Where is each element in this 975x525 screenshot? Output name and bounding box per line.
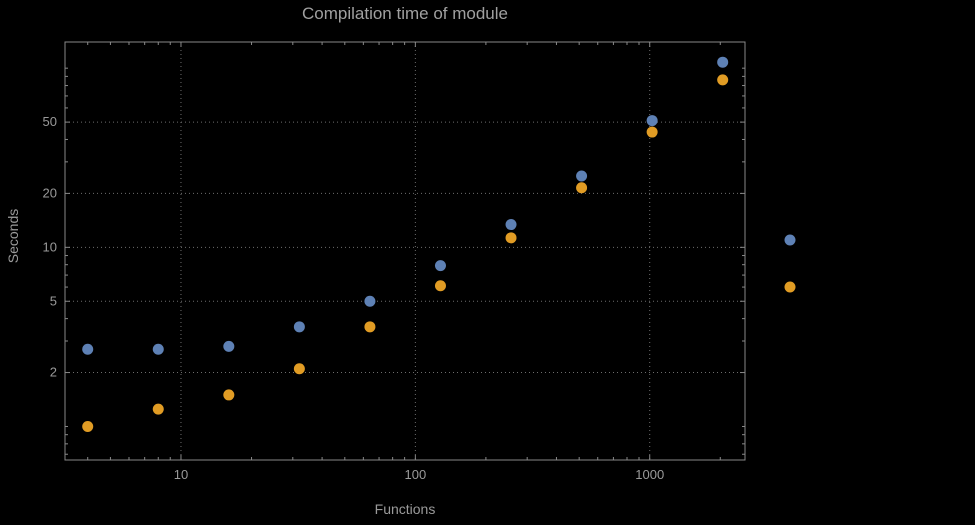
- data-point-series-2: [293, 363, 305, 375]
- data-point-series-2: [717, 74, 729, 86]
- x-tick-label: 10: [174, 467, 188, 482]
- legend-marker-series-2: [784, 281, 796, 293]
- data-point-series-2: [223, 389, 235, 401]
- data-point-series-1: [646, 115, 658, 127]
- data-point-series-1: [223, 340, 235, 352]
- data-point-series-1: [505, 219, 517, 231]
- x-tick-label: 100: [404, 467, 426, 482]
- y-tick-label: 2: [50, 365, 57, 380]
- data-point-series-1: [576, 170, 588, 182]
- plot-frame: [64, 41, 746, 461]
- chart-title: Compilation time of module: [302, 4, 508, 23]
- data-point-series-1: [434, 260, 446, 272]
- x-tick-label: 1000: [635, 467, 664, 482]
- data-point-series-2: [576, 182, 588, 194]
- data-point-series-2: [505, 232, 517, 244]
- data-point-series-1: [364, 295, 376, 307]
- legend-marker-series-1: [784, 234, 796, 246]
- data-point-series-1: [717, 56, 729, 68]
- data-point-series-2: [152, 403, 164, 415]
- y-tick-label: 5: [50, 293, 57, 308]
- y-tick-label: 50: [43, 114, 57, 129]
- data-point-series-2: [364, 321, 376, 333]
- y-axis-label: Seconds: [5, 208, 21, 264]
- x-axis-label: Functions: [374, 501, 436, 517]
- y-tick-label: 10: [43, 239, 57, 254]
- data-point-series-2: [82, 420, 94, 432]
- data-point-series-2: [646, 126, 658, 138]
- data-point-series-1: [293, 321, 305, 333]
- data-point-series-1: [152, 343, 164, 355]
- data-point-series-1: [82, 343, 94, 355]
- data-point-series-2: [434, 280, 446, 292]
- y-tick-label: 20: [43, 185, 57, 200]
